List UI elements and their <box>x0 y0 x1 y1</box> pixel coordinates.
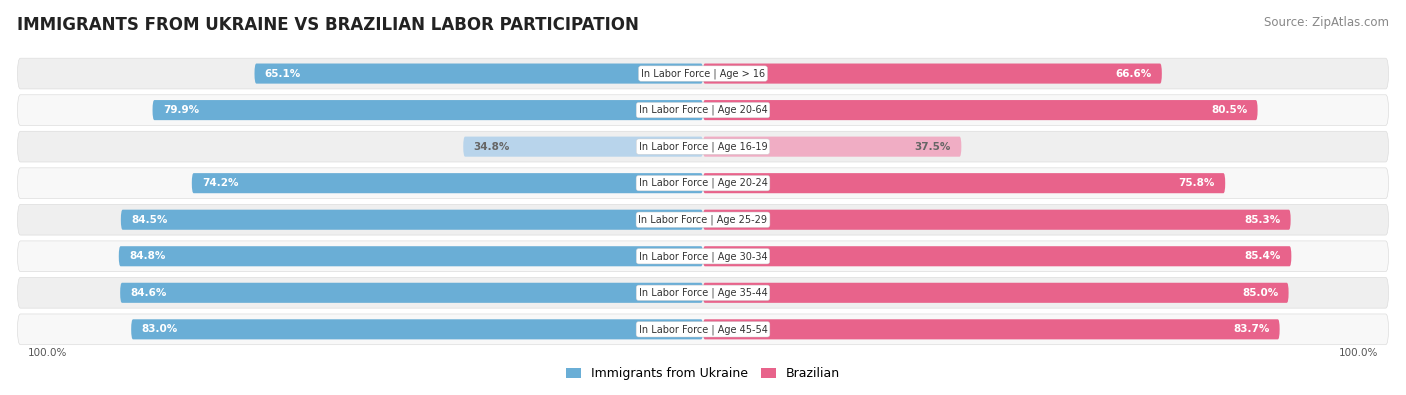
FancyBboxPatch shape <box>17 241 1389 272</box>
Text: 85.0%: 85.0% <box>1241 288 1278 298</box>
Text: In Labor Force | Age 20-24: In Labor Force | Age 20-24 <box>638 178 768 188</box>
FancyBboxPatch shape <box>17 131 1389 162</box>
Text: 34.8%: 34.8% <box>474 142 510 152</box>
FancyBboxPatch shape <box>17 277 1389 308</box>
FancyBboxPatch shape <box>17 314 1389 345</box>
FancyBboxPatch shape <box>120 283 703 303</box>
FancyBboxPatch shape <box>703 137 962 157</box>
Text: IMMIGRANTS FROM UKRAINE VS BRAZILIAN LABOR PARTICIPATION: IMMIGRANTS FROM UKRAINE VS BRAZILIAN LAB… <box>17 16 638 34</box>
FancyBboxPatch shape <box>17 95 1389 126</box>
FancyBboxPatch shape <box>17 204 1389 235</box>
Text: 84.5%: 84.5% <box>131 215 167 225</box>
FancyBboxPatch shape <box>463 137 703 157</box>
Text: In Labor Force | Age 35-44: In Labor Force | Age 35-44 <box>638 288 768 298</box>
FancyBboxPatch shape <box>703 319 1279 339</box>
Text: 83.0%: 83.0% <box>142 324 177 334</box>
Text: 74.2%: 74.2% <box>202 178 239 188</box>
Legend: Immigrants from Ukraine, Brazilian: Immigrants from Ukraine, Brazilian <box>561 362 845 385</box>
FancyBboxPatch shape <box>152 100 703 120</box>
Text: In Labor Force | Age > 16: In Labor Force | Age > 16 <box>641 68 765 79</box>
FancyBboxPatch shape <box>703 210 1291 230</box>
FancyBboxPatch shape <box>121 210 703 230</box>
Text: 65.1%: 65.1% <box>264 69 301 79</box>
Text: 100.0%: 100.0% <box>28 348 67 358</box>
FancyBboxPatch shape <box>191 173 703 193</box>
Text: 84.6%: 84.6% <box>131 288 167 298</box>
Text: 100.0%: 100.0% <box>1339 348 1378 358</box>
Text: 83.7%: 83.7% <box>1233 324 1270 334</box>
FancyBboxPatch shape <box>17 58 1389 89</box>
Text: 79.9%: 79.9% <box>163 105 200 115</box>
Text: In Labor Force | Age 16-19: In Labor Force | Age 16-19 <box>638 141 768 152</box>
FancyBboxPatch shape <box>254 64 703 84</box>
Text: 37.5%: 37.5% <box>915 142 950 152</box>
FancyBboxPatch shape <box>703 283 1289 303</box>
Text: 84.8%: 84.8% <box>129 251 166 261</box>
Text: 75.8%: 75.8% <box>1178 178 1215 188</box>
FancyBboxPatch shape <box>703 246 1291 266</box>
Text: 85.3%: 85.3% <box>1244 215 1281 225</box>
FancyBboxPatch shape <box>703 173 1225 193</box>
FancyBboxPatch shape <box>703 64 1161 84</box>
FancyBboxPatch shape <box>17 168 1389 199</box>
Text: In Labor Force | Age 45-54: In Labor Force | Age 45-54 <box>638 324 768 335</box>
FancyBboxPatch shape <box>118 246 703 266</box>
Text: In Labor Force | Age 30-34: In Labor Force | Age 30-34 <box>638 251 768 261</box>
Text: 85.4%: 85.4% <box>1244 251 1281 261</box>
Text: 66.6%: 66.6% <box>1115 69 1152 79</box>
Text: 80.5%: 80.5% <box>1211 105 1247 115</box>
Text: Source: ZipAtlas.com: Source: ZipAtlas.com <box>1264 16 1389 29</box>
FancyBboxPatch shape <box>703 100 1257 120</box>
Text: In Labor Force | Age 25-29: In Labor Force | Age 25-29 <box>638 214 768 225</box>
FancyBboxPatch shape <box>131 319 703 339</box>
Text: In Labor Force | Age 20-64: In Labor Force | Age 20-64 <box>638 105 768 115</box>
